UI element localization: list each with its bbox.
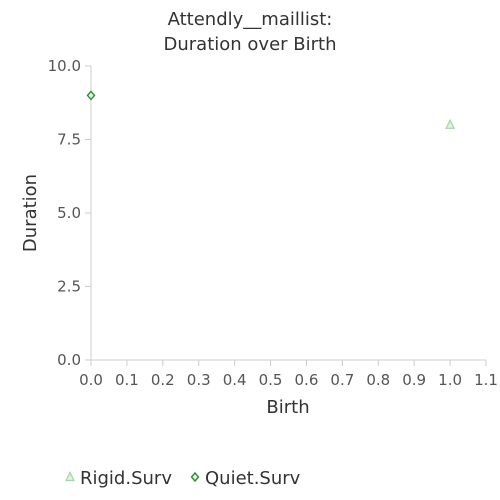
- y-tick-label: 5.0: [57, 204, 81, 222]
- x-tick-label: 0.7: [330, 371, 354, 389]
- data-point: [86, 90, 96, 101]
- x-ticks: 0.0 0.1 0.2 0.3 0.4 0.5 0.6 0.7 0.8 0.9 1.0 1.1: [79, 360, 498, 389]
- chart-title-line-2: Duration over Birth: [164, 34, 337, 55]
- x-tick-label: 0.0: [79, 371, 103, 389]
- x-tick-label: 0.2: [151, 371, 175, 389]
- legend: Rigid.Surv Quiet.Surv: [65, 468, 301, 489]
- x-tick-label: 0.8: [366, 371, 390, 389]
- chart-title-line-1: Attendly__maillist:: [168, 9, 333, 30]
- legend-entry-label: Rigid.Surv: [80, 468, 172, 489]
- x-axis-label: Birth: [266, 397, 309, 418]
- x-tick-label: 1.0: [438, 371, 462, 389]
- y-axis-label: Duration: [20, 174, 41, 252]
- legend-marker: [65, 471, 75, 482]
- x-tick-label: 1.1: [474, 371, 498, 389]
- plot-axes: [90, 66, 486, 361]
- y-tick-label: 7.5: [57, 131, 81, 149]
- y-ticks: 0.0 2.5 5.0 7.5 10.0: [48, 57, 91, 369]
- data-point: [445, 118, 456, 129]
- x-tick-label: 0.5: [259, 371, 283, 389]
- x-tick-label: 0.1: [115, 371, 139, 389]
- x-tick-label: 0.9: [402, 371, 426, 389]
- legend-marker: [190, 471, 200, 483]
- y-tick-label: 10.0: [48, 57, 81, 75]
- x-tick-label: 0.3: [187, 371, 211, 389]
- y-tick-label: 0.0: [57, 351, 81, 369]
- legend-entry-label: Quiet.Surv: [205, 468, 301, 489]
- x-tick-label: 0.4: [223, 371, 247, 389]
- y-tick-label: 2.5: [57, 278, 81, 296]
- x-tick-label: 0.6: [295, 371, 319, 389]
- data-points: [86, 90, 456, 129]
